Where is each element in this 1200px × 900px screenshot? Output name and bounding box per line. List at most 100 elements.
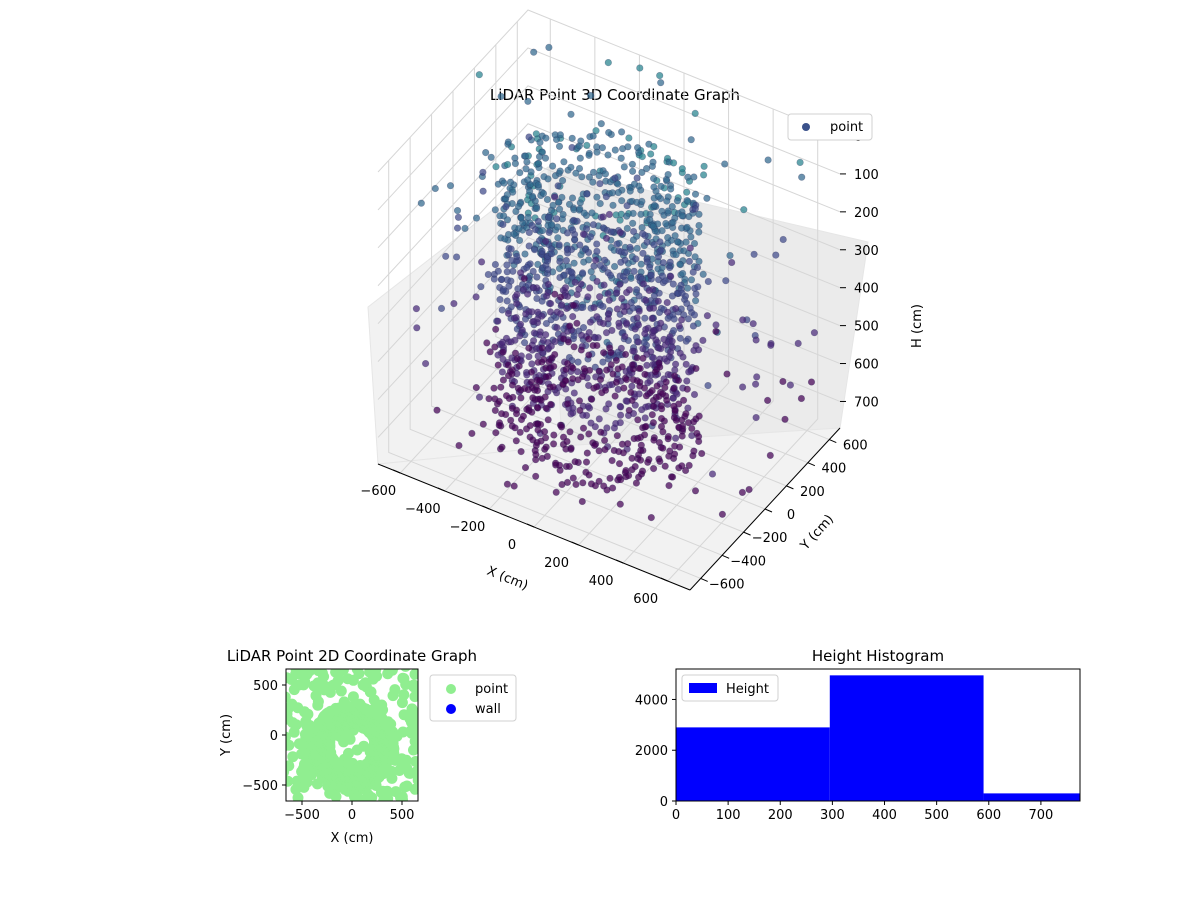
point-3d bbox=[494, 317, 502, 325]
point-3d bbox=[740, 206, 748, 214]
point-3d bbox=[552, 215, 561, 223]
y-tick-label: 200 bbox=[800, 485, 825, 500]
grid-line-z bbox=[377, 9, 841, 173]
point-3d bbox=[551, 350, 559, 359]
point-3d bbox=[648, 387, 656, 395]
point-3d bbox=[632, 286, 641, 294]
point-3d bbox=[639, 345, 647, 353]
point-3d bbox=[796, 158, 804, 166]
point-3d bbox=[586, 284, 594, 292]
point-3d bbox=[574, 358, 582, 366]
point-3d bbox=[606, 344, 614, 352]
histogram-title: Height Histogram bbox=[812, 647, 944, 665]
point-3d bbox=[678, 462, 686, 470]
point-3d bbox=[639, 230, 647, 238]
point-3d bbox=[579, 230, 588, 238]
point-3d bbox=[541, 445, 549, 453]
point-3d bbox=[691, 109, 699, 117]
point-3d bbox=[751, 380, 760, 388]
point-3d bbox=[655, 308, 664, 317]
point-3d bbox=[612, 356, 621, 365]
point-3d bbox=[433, 406, 441, 414]
point-3d bbox=[611, 146, 619, 154]
point-3d bbox=[562, 377, 570, 385]
point-3d bbox=[608, 326, 616, 335]
point-3d bbox=[555, 265, 564, 273]
point-3d bbox=[567, 245, 576, 254]
point-3d bbox=[633, 174, 641, 182]
point-3d bbox=[600, 436, 609, 445]
point-3d bbox=[672, 251, 680, 259]
point-3d bbox=[643, 238, 651, 246]
legend-3d-box bbox=[787, 113, 873, 141]
point-3d bbox=[753, 373, 761, 381]
point-3d bbox=[566, 322, 574, 330]
point-3d bbox=[578, 173, 586, 181]
point-3d bbox=[491, 260, 500, 269]
point-3d bbox=[662, 219, 670, 228]
point-3d bbox=[522, 310, 530, 318]
point-3d bbox=[597, 428, 605, 436]
point-3d bbox=[550, 362, 558, 371]
point-3d bbox=[718, 510, 727, 518]
point-3d bbox=[593, 193, 601, 201]
point-3d bbox=[542, 319, 551, 328]
z-axis-label-3d: H (cm) bbox=[910, 304, 925, 348]
point-3d bbox=[572, 169, 580, 177]
x-tick-label-2d: 0 bbox=[348, 808, 356, 823]
point-3d bbox=[637, 441, 645, 449]
point-3d bbox=[507, 416, 515, 424]
point-3d bbox=[499, 348, 507, 356]
point-3d bbox=[810, 329, 819, 337]
point-3d bbox=[541, 393, 549, 401]
point-3d bbox=[533, 273, 541, 281]
point-3d bbox=[599, 349, 608, 357]
point-3d bbox=[523, 158, 531, 166]
point-3d bbox=[576, 199, 584, 207]
point-3d bbox=[525, 242, 533, 250]
point-3d bbox=[559, 210, 567, 219]
point-3d bbox=[547, 342, 555, 350]
point-3d bbox=[534, 395, 542, 403]
point-3d bbox=[607, 228, 615, 236]
point-3d bbox=[555, 205, 564, 213]
point-3d bbox=[694, 433, 703, 441]
point-3d bbox=[475, 71, 483, 79]
point-3d bbox=[654, 192, 662, 200]
point-3d bbox=[669, 218, 677, 226]
point-3d bbox=[656, 71, 664, 80]
point-3d bbox=[553, 324, 561, 332]
point-3d bbox=[655, 344, 663, 352]
point-3d bbox=[544, 213, 553, 221]
point-2d bbox=[401, 762, 413, 774]
point-3d bbox=[490, 275, 498, 283]
point-3d bbox=[582, 225, 591, 233]
point-3d bbox=[479, 187, 487, 195]
point-2d bbox=[381, 785, 393, 797]
grid-line-z bbox=[377, 123, 841, 287]
point-3d bbox=[595, 477, 603, 485]
point-2d bbox=[410, 766, 418, 778]
point-3d bbox=[446, 182, 455, 190]
point-3d bbox=[628, 160, 637, 168]
point-3d bbox=[646, 216, 654, 224]
point-3d bbox=[703, 194, 711, 202]
point-3d bbox=[631, 401, 639, 409]
point-3d bbox=[569, 364, 577, 372]
legend-hist-box bbox=[681, 674, 779, 702]
point-3d bbox=[691, 205, 699, 213]
point-3d bbox=[670, 385, 678, 393]
point-3d bbox=[672, 416, 680, 424]
point-3d bbox=[593, 247, 601, 255]
y-tick-mark bbox=[786, 485, 794, 490]
point-3d bbox=[555, 142, 564, 150]
point-3d bbox=[468, 429, 476, 438]
point-3d bbox=[541, 154, 550, 162]
point-3d bbox=[644, 379, 652, 387]
point-3d bbox=[745, 485, 753, 494]
point-3d bbox=[509, 393, 517, 401]
scatter2d-chart: LiDAR Point 2D Coordinate Graph −500 0 500… bbox=[219, 647, 517, 846]
point-3d bbox=[556, 293, 565, 301]
z-tick-label: 500 bbox=[854, 320, 879, 335]
x-tick-label: −200 bbox=[450, 520, 486, 535]
